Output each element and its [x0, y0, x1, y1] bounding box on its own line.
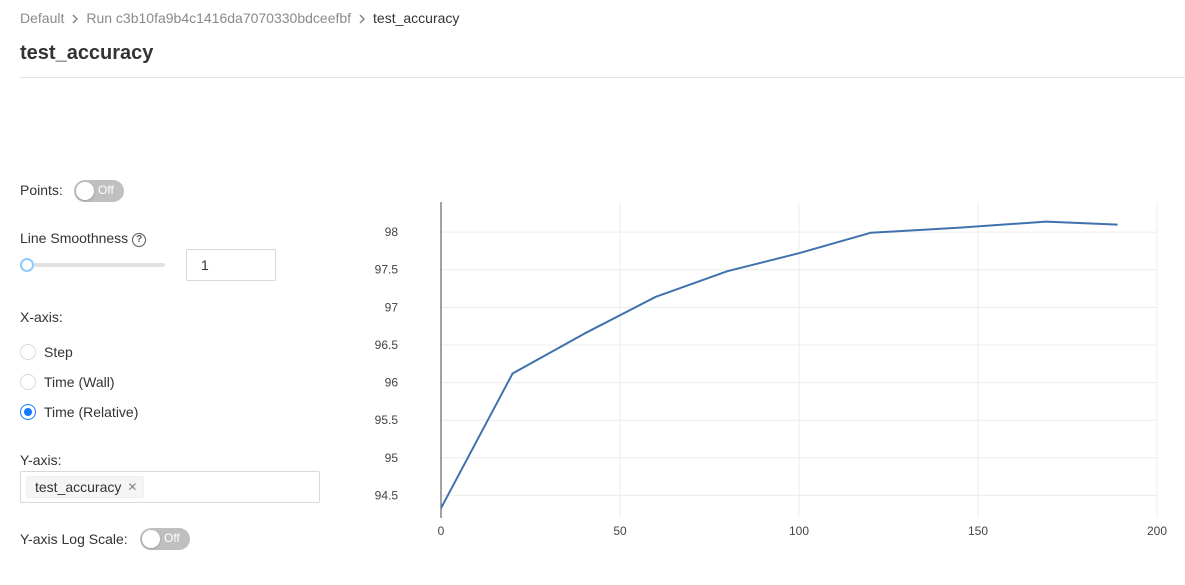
y-tick-label: 96.5: [375, 338, 399, 352]
points-toggle-state: Off: [98, 183, 114, 197]
x-axis-option-time-relative[interactable]: Time (Relative): [20, 404, 138, 420]
toggle-knob: [142, 530, 160, 548]
radio-button[interactable]: [20, 374, 36, 390]
selected-metric-tag-label: test_accuracy: [35, 479, 122, 495]
y-tick-label: 95.5: [375, 413, 399, 427]
chevron-right-icon: [64, 11, 86, 25]
slider-handle[interactable]: [20, 258, 34, 272]
slider-rail: [20, 263, 165, 267]
x-axis-option-time-wall[interactable]: Time (Wall): [20, 374, 115, 390]
x-axis-option-label: Time (Relative): [44, 404, 139, 420]
breadcrumb-run-link[interactable]: Run c3b10fa9b4c1416da7070330bdceefbf: [86, 10, 352, 26]
selected-metric-tag: test_accuracy ✕: [26, 476, 145, 498]
y-log-scale-toggle[interactable]: Off: [140, 528, 190, 550]
x-axis-option-step[interactable]: Step: [20, 344, 73, 360]
breadcrumb-metric: test_accuracy: [373, 10, 460, 26]
breadcrumb: Default Run c3b10fa9b4c1416da7070330bdce…: [20, 10, 459, 26]
y-tick-label: 97.5: [375, 263, 399, 277]
question-circle-icon[interactable]: ?: [132, 233, 147, 247]
x-axis-label: X-axis:: [20, 309, 63, 325]
smoothness-input[interactable]: [186, 249, 276, 281]
toggle-knob: [76, 182, 94, 200]
y-tick-label: 97: [385, 300, 399, 314]
y-tick-label: 96: [385, 376, 399, 390]
radio-button[interactable]: [20, 404, 36, 420]
x-tick-label: 150: [968, 524, 988, 538]
header-divider: [20, 77, 1185, 78]
close-icon[interactable]: ✕: [127, 480, 138, 494]
points-label: Points:: [20, 182, 63, 198]
y-axis-select[interactable]: test_accuracy ✕: [20, 471, 320, 503]
line-smoothness-label: Line Smoothness?: [20, 230, 147, 247]
radio-button[interactable]: [20, 344, 36, 360]
breadcrumb-experiment-link[interactable]: Default: [20, 10, 65, 26]
y-tick-label: 98: [385, 225, 399, 239]
chevron-right-icon: [351, 11, 373, 25]
points-toggle[interactable]: Off: [74, 180, 124, 202]
x-tick-label: 200: [1147, 524, 1167, 538]
page-title: test_accuracy: [20, 42, 154, 64]
y-log-scale-label: Y-axis Log Scale:: [20, 531, 128, 547]
y-axis-label: Y-axis:: [20, 452, 62, 468]
x-tick-label: 50: [613, 524, 627, 538]
y-log-scale-toggle-state: Off: [164, 531, 180, 545]
x-tick-label: 0: [438, 524, 445, 538]
y-tick-label: 94.5: [375, 488, 399, 502]
smoothness-slider[interactable]: [20, 258, 165, 272]
y-tick-label: 95: [385, 451, 399, 465]
series-line[interactable]: [440, 220, 1118, 509]
x-axis-option-label: Time (Wall): [44, 374, 115, 390]
x-axis-option-label: Step: [44, 344, 73, 360]
line-smoothness-label-text: Line Smoothness: [20, 230, 129, 246]
x-tick-label: 100: [789, 524, 809, 538]
